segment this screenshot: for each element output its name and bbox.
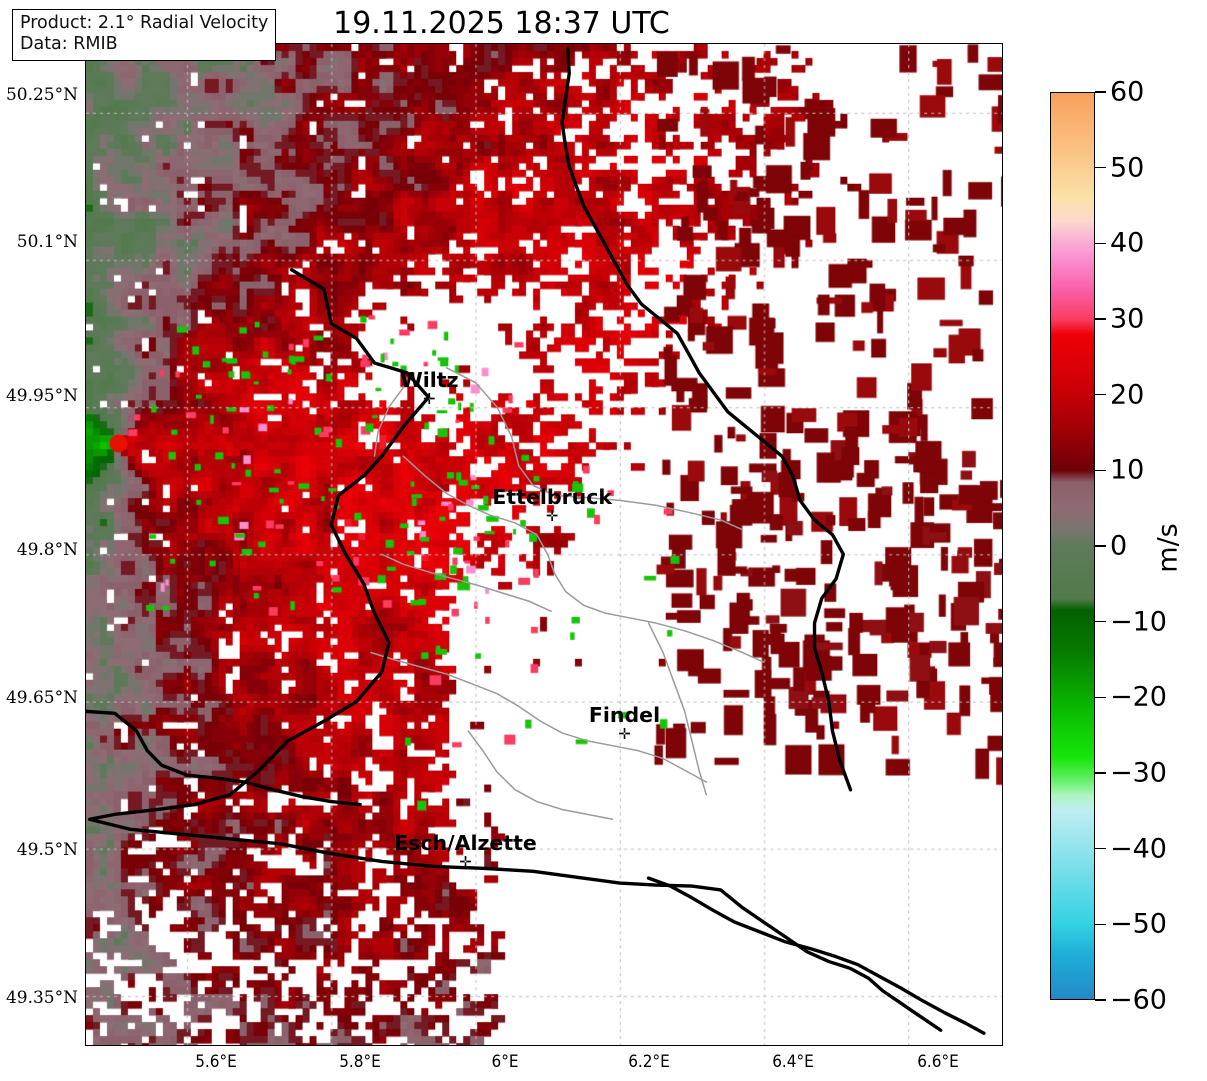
- colorbar-tick-3: [1095, 318, 1106, 320]
- colorbar-tick-8: [1095, 696, 1106, 699]
- x-axis-tick-5: 6.6°E: [917, 1052, 959, 1072]
- y-axis-tick-6: 49.35°N: [5, 988, 78, 1008]
- city-marker-icon: ✛: [618, 725, 631, 744]
- x-axis-tick-1: 5.8°E: [339, 1052, 381, 1072]
- radar-map-plot[interactable]: Wiltz ✛ Ettelbruck ✛ Findel ✛ Esch/Alzette ✛: [85, 43, 1003, 1046]
- colorbar-tick-11: [1095, 923, 1106, 926]
- y-axis-tick-4: 49.65°N: [5, 688, 78, 708]
- colorbar-tick-label-8: −20: [1110, 681, 1167, 713]
- colorbar-tick-label-6: 0: [1110, 530, 1128, 562]
- x-axis-tick-2: 6°E: [491, 1052, 519, 1072]
- colorbar-tick-label-0: 60: [1110, 76, 1145, 108]
- colorbar-tick-label-10: −40: [1110, 833, 1167, 865]
- y-axis-tick-1: 50.1°N: [16, 232, 78, 252]
- colorbar-tick-label-3: 30: [1110, 303, 1145, 335]
- colorbar-tick-12: [1095, 999, 1106, 1001]
- colorbar-tick-label-11: −50: [1110, 908, 1167, 940]
- colorbar-tick-2: [1095, 242, 1106, 245]
- map-overlay: [86, 47, 986, 1035]
- colorbar-tick-label-9: −30: [1110, 757, 1167, 789]
- colorbar-tick-5: [1095, 469, 1106, 472]
- city-marker-icon: ✛: [459, 853, 472, 872]
- city-name: Ettelbruck: [492, 485, 613, 510]
- product-label: Product: 2.1° Radial Velocity: [20, 13, 269, 33]
- colorbar-tick-label-5: 10: [1110, 454, 1145, 486]
- colorbar-tick-label-1: 50: [1110, 152, 1145, 184]
- city-marker-icon: ✛: [423, 390, 436, 409]
- y-axis-tick-0: 50.25°N: [5, 85, 78, 105]
- city-label-findel: Findel ✛: [589, 703, 660, 742]
- radar-velocity-field: [86, 44, 1002, 1045]
- y-axis-tick-3: 49.8°N: [16, 540, 78, 560]
- colorbar-tick-1: [1095, 166, 1106, 169]
- colorbar-tick-9: [1095, 772, 1106, 774]
- colorbar-tick-label-4: 20: [1110, 379, 1145, 411]
- x-axis-tick-4: 6.4°E: [772, 1052, 814, 1072]
- y-axis-tick-5: 49.5°N: [16, 840, 78, 860]
- city-name: Esch/Alzette: [394, 831, 537, 856]
- colorbar-tick-label-7: −10: [1110, 606, 1167, 638]
- colorbar-tick-7: [1095, 620, 1106, 623]
- y-axis-tick-2: 49.95°N: [5, 386, 78, 406]
- city-name: Wiltz: [400, 368, 459, 393]
- colorbar-tick-label-12: −60: [1110, 984, 1167, 1016]
- data-source-label: Data: RMIB: [20, 34, 118, 55]
- x-axis-tick-3: 6.2°E: [628, 1052, 670, 1072]
- city-label-wiltz: Wiltz ✛: [400, 368, 458, 407]
- x-axis-tick-0: 5.6°E: [195, 1052, 237, 1072]
- colorbar-tick-label-2: 40: [1110, 227, 1145, 259]
- colorbar-tick-6: [1095, 545, 1106, 547]
- colorbar-tick-10: [1095, 847, 1106, 850]
- velocity-colorbar[interactable]: [1050, 92, 1095, 1000]
- colorbar-tick-4: [1095, 393, 1106, 396]
- city-name: Findel: [588, 703, 661, 728]
- product-info-box: Product: 2.1° Radial Velocity Data: RMIB: [12, 9, 277, 61]
- colorbar-unit-label: m/s: [1152, 523, 1184, 573]
- city-label-ettelbruck: Ettelbruck ✛: [492, 485, 612, 524]
- colorbar-tick-0: [1095, 91, 1106, 93]
- page-title: 19.11.2025 18:37 UTC: [333, 6, 670, 41]
- city-marker-icon: ✛: [545, 507, 559, 526]
- city-label-esch-alzette: Esch/Alzette ✛: [394, 831, 537, 870]
